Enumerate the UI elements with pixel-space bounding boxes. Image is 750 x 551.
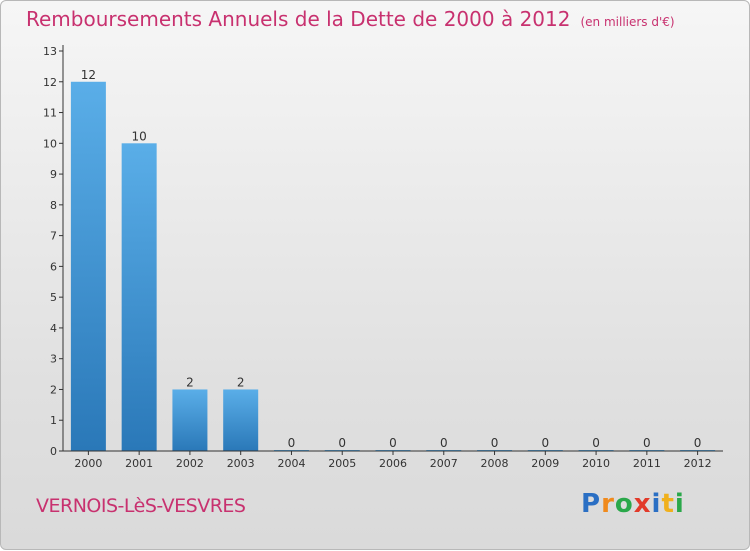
data-label-2003: 2: [237, 375, 245, 389]
y-tick-label: 13: [43, 45, 57, 58]
logo-letter: i: [651, 489, 662, 519]
data-label-2005: 0: [338, 436, 346, 450]
data-label-2000: 12: [81, 68, 96, 82]
x-tick-label-2006: 2006: [379, 457, 407, 470]
y-tick-label: 6: [50, 260, 57, 273]
y-tick-label: 11: [43, 107, 57, 120]
bar-2002: [172, 389, 208, 451]
data-label-2007: 0: [440, 436, 448, 450]
commune-name: VERNOIS-LèS-VESVRES: [36, 495, 246, 517]
x-tick-label-2008: 2008: [481, 457, 509, 470]
x-tick-label-2001: 2001: [125, 457, 153, 470]
y-tick-label: 10: [43, 137, 57, 150]
data-label-2011: 0: [643, 436, 651, 450]
data-label-2002: 2: [186, 375, 194, 389]
y-tick-label: 0: [50, 445, 57, 458]
data-label-2006: 0: [389, 436, 397, 450]
x-tick-label-2009: 2009: [531, 457, 559, 470]
logo-letter: t: [661, 489, 675, 519]
y-tick-label: 3: [50, 353, 57, 366]
y-tick-label: 1: [50, 414, 57, 427]
y-tick-label: 4: [50, 322, 57, 335]
x-tick-label-2000: 2000: [74, 457, 102, 470]
y-tick-label: 12: [43, 76, 57, 89]
x-tick-label-2004: 2004: [277, 457, 305, 470]
x-tick-label-2007: 2007: [430, 457, 458, 470]
bar-2001: [121, 143, 157, 452]
chart-title-text: Remboursements Annuels de la Dette de 20…: [26, 7, 571, 31]
bar-2003: [223, 389, 259, 451]
y-tick-label: 8: [50, 199, 57, 212]
chart-subtitle: (en milliers d'€): [580, 15, 675, 29]
bar-2000: [70, 81, 106, 452]
logo-letter: r: [601, 489, 615, 519]
data-label-2001: 10: [132, 129, 147, 143]
data-label-2004: 0: [288, 436, 296, 450]
logo-letter: i: [674, 489, 685, 519]
logo-letter: P: [581, 489, 602, 519]
bars-group: 12 10 2 2 0 0 0 0 0 0 0 0 0: [70, 68, 716, 452]
y-tick-label: 7: [50, 230, 57, 243]
y-tick-label: 5: [50, 291, 57, 304]
data-label-2009: 0: [541, 436, 549, 450]
data-label-2008: 0: [491, 436, 499, 450]
y-tick-label: 2: [50, 383, 57, 396]
data-label-2010: 0: [592, 436, 600, 450]
x-tick-label-2003: 2003: [227, 457, 255, 470]
x-tick-label-2012: 2012: [684, 457, 712, 470]
x-tick-label-2002: 2002: [176, 457, 204, 470]
proxiti-logo: Proxiti: [581, 489, 685, 519]
chart-title: Remboursements Annuels de la Dette de 20…: [26, 7, 675, 31]
x-tick-label-2011: 2011: [633, 457, 661, 470]
y-tick-label: 9: [50, 168, 57, 181]
data-label-2012: 0: [694, 436, 702, 450]
logo-letter: x: [633, 489, 652, 519]
x-tick-label-2005: 2005: [328, 457, 356, 470]
x-tick-label-2010: 2010: [582, 457, 610, 470]
logo-letter: o: [614, 489, 634, 519]
